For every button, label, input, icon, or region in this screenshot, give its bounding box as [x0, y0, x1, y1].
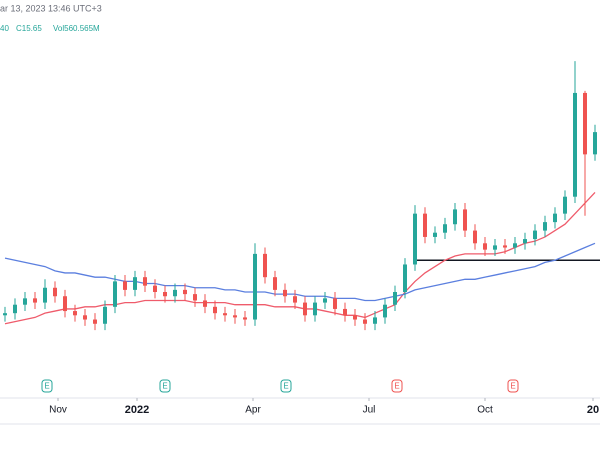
candle-body	[583, 92, 587, 155]
candle-body	[563, 196, 567, 214]
earnings-label: E	[44, 382, 49, 391]
candle-body	[203, 300, 207, 307]
earnings-marker	[159, 379, 171, 393]
candle-body	[63, 296, 67, 312]
candle-body	[403, 264, 407, 292]
candle-body	[3, 313, 7, 316]
candle-body	[243, 317, 247, 320]
candle-body	[53, 287, 57, 297]
candle-body	[13, 304, 17, 314]
candle-body	[543, 222, 547, 231]
candle-body	[523, 239, 527, 244]
candle-body	[73, 311, 77, 316]
candle-body	[83, 315, 87, 320]
x-tick-label: Oct	[477, 405, 493, 416]
candle-body	[263, 253, 267, 278]
moving-average	[4, 242, 596, 302]
candle-body	[483, 243, 487, 250]
header-change: 40	[0, 24, 9, 33]
candle-body	[323, 298, 327, 303]
earnings-label: E	[283, 382, 288, 391]
candle-body	[223, 313, 227, 316]
candle-body	[463, 209, 467, 231]
x-tick-label: 20	[587, 404, 599, 416]
x-tick-label: Apr	[245, 405, 261, 416]
x-tick-label: Jul	[363, 405, 376, 416]
candle-body	[163, 292, 167, 297]
candle-body	[433, 232, 437, 237]
candle-body	[303, 302, 307, 316]
candle-body	[133, 277, 137, 290]
candle-body	[293, 296, 297, 303]
moving-average	[4, 192, 596, 325]
candle-body	[533, 230, 537, 240]
candle-body	[473, 230, 477, 244]
candle-body	[393, 292, 397, 305]
candle-body	[273, 277, 277, 290]
candle-body	[513, 243, 517, 248]
earnings-marker	[41, 379, 53, 393]
earnings-marker	[507, 379, 519, 393]
candle-body	[123, 281, 127, 290]
candle-body	[103, 306, 107, 324]
x-tick-label: Nov	[49, 405, 67, 416]
candle-body	[453, 209, 457, 225]
candle-body	[233, 315, 237, 318]
candle-body	[363, 319, 367, 324]
candle-body	[183, 289, 187, 295]
candle-body	[333, 298, 337, 309]
candle-body	[503, 245, 507, 248]
candle-body	[343, 308, 347, 316]
candle-body	[143, 277, 147, 286]
candle-body	[573, 92, 577, 197]
earnings-label: E	[162, 382, 167, 391]
candle-body	[173, 289, 177, 297]
candle-body	[93, 319, 97, 324]
candle-body	[23, 298, 27, 305]
candle-body	[253, 253, 257, 320]
candle-body	[153, 285, 157, 292]
candle-body	[373, 317, 377, 324]
candle-body	[553, 213, 557, 223]
header-close: C15.65	[16, 24, 42, 33]
candle-body	[383, 304, 387, 318]
candle-body	[593, 132, 597, 155]
candle-body	[193, 294, 197, 301]
header-datetime: ar 13, 2023 13:46 UTC+3	[0, 3, 102, 13]
candle-body	[33, 298, 37, 303]
earnings-label: E	[510, 382, 515, 391]
earnings-label: E	[394, 382, 399, 391]
candle-body	[423, 213, 427, 237]
header-volume: Vol560.565M	[53, 24, 100, 33]
candle-body	[43, 287, 47, 303]
candle-body	[413, 213, 417, 265]
candle-body	[213, 306, 217, 314]
candle-body	[113, 281, 117, 307]
candle-body	[313, 302, 317, 316]
candle-body	[443, 224, 447, 233]
candle-body	[493, 245, 497, 250]
earnings-marker	[391, 379, 403, 393]
earnings-marker	[280, 379, 292, 393]
candle-body	[283, 289, 287, 297]
candle-body	[353, 315, 357, 320]
x-tick-label: 2022	[125, 404, 149, 416]
